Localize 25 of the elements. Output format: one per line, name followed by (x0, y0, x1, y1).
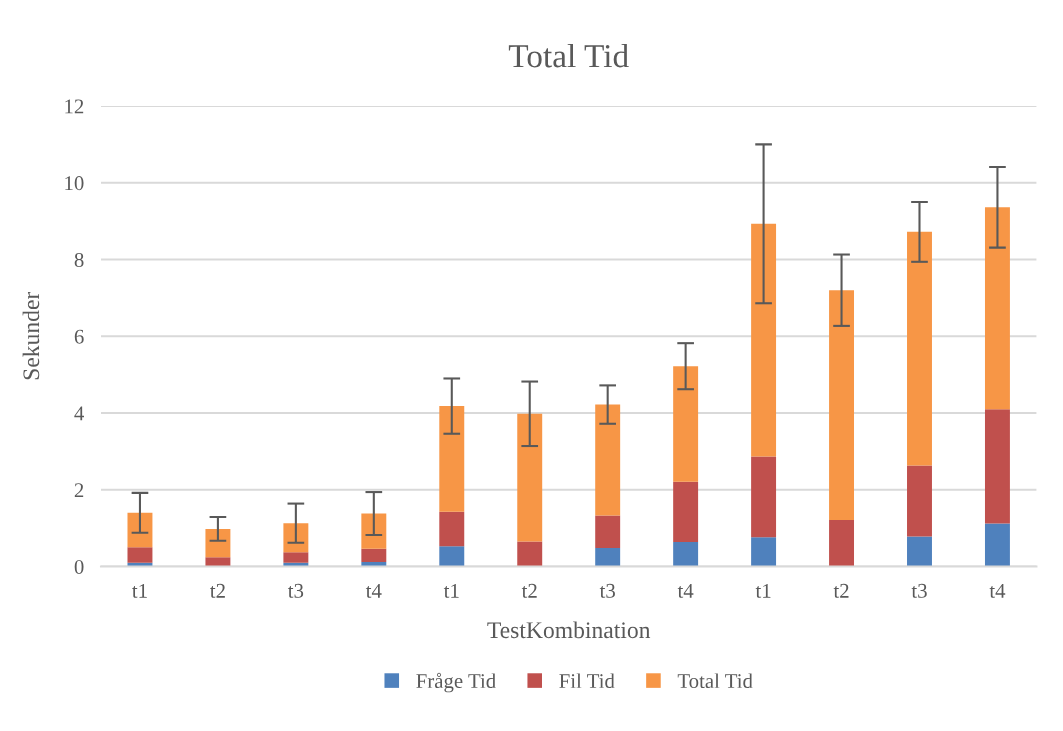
y-tick-label: 6 (74, 329, 84, 344)
x-tick-label: t1 (443, 583, 459, 598)
legend-label: Fråge Tid (416, 672, 496, 693)
x-tick-label: t4 (365, 583, 382, 598)
x-tick-label: t1 (132, 583, 147, 598)
legend-label: Fil Tid (559, 673, 615, 689)
x-axis-title: TestKombination (487, 621, 651, 639)
x-tick-label: t3 (287, 583, 304, 598)
legend-label: Total Tid (677, 673, 753, 689)
chart-title: Total Tid (508, 43, 629, 68)
x-tick-label: t2 (521, 583, 537, 598)
x-tick-label: t3 (911, 583, 927, 598)
y-tick-label: 2 (74, 483, 84, 497)
y-tick-label: 10 (65, 176, 84, 191)
x-tick-label: t4 (677, 583, 694, 598)
x-tick-label: t1 (755, 583, 771, 598)
x-tick-label: t2 (210, 583, 225, 598)
x-tick-label: t4 (989, 583, 1006, 598)
y-axis-title: Sekunder (22, 291, 40, 380)
y-tick-label: 4 (74, 406, 84, 421)
x-tick-label: t3 (599, 583, 615, 598)
x-tick-label: t2 (833, 583, 849, 598)
y-tick-label: 0 (74, 559, 84, 574)
y-tick-label: 8 (74, 252, 84, 267)
y-tick-label: 12 (65, 99, 84, 114)
